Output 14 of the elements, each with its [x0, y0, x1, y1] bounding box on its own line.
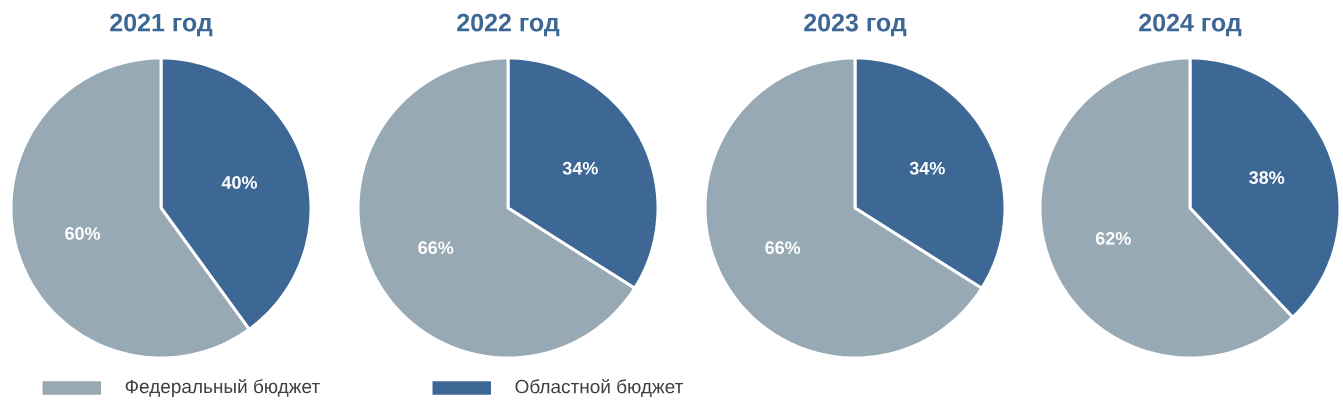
data-label: 66%	[418, 241, 454, 255]
data-label: 62%	[1095, 231, 1131, 245]
chart-title: 2022 год	[457, 13, 560, 37]
data-label: 38%	[1249, 171, 1285, 184]
chart-title: 2024 год	[1139, 13, 1242, 37]
chart-title: 2021 год	[110, 13, 213, 37]
data-label: 34%	[909, 161, 945, 175]
data-label: 40%	[221, 176, 258, 189]
data-label: 34%	[562, 161, 598, 175]
data-label: 66%	[765, 241, 801, 255]
chart-title: 2023 год	[804, 13, 907, 37]
data-label: 60%	[65, 227, 101, 240]
legend-label: Федеральный бюджет	[125, 378, 320, 398]
legend-label: Областной бюджет	[515, 379, 683, 397]
